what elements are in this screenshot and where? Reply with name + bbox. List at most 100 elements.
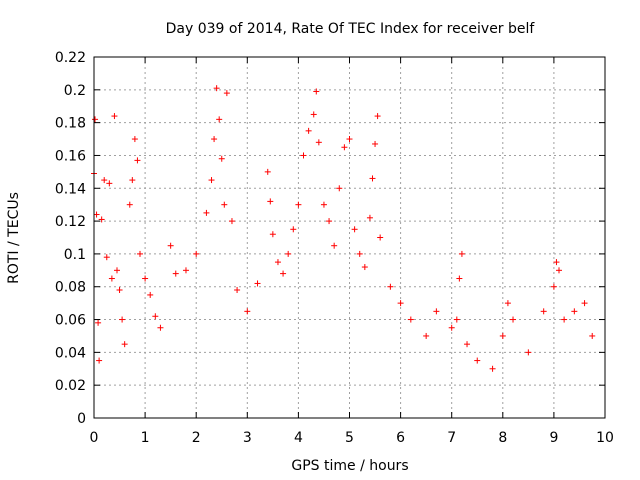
data-point: [131, 136, 138, 143]
data-point: [211, 136, 218, 143]
data-point: [116, 287, 123, 294]
data-point: [369, 175, 376, 182]
x-tick-label: 7: [447, 430, 456, 446]
y-tick-label: 0.2: [64, 83, 86, 99]
points-layer: [91, 85, 596, 372]
data-point: [553, 259, 560, 266]
data-point: [346, 136, 353, 143]
data-point: [93, 211, 100, 218]
data-point: [341, 144, 348, 151]
data-point: [458, 250, 465, 257]
data-point: [550, 283, 557, 290]
x-tick-label: 6: [396, 430, 405, 446]
data-point: [208, 177, 215, 184]
data-point: [142, 275, 149, 282]
x-axis-label: GPS time / hours: [291, 458, 408, 474]
data-point: [556, 267, 563, 274]
x-tick-label: 10: [596, 430, 614, 446]
x-tick-label: 5: [345, 430, 354, 446]
data-point: [589, 332, 596, 339]
data-point: [407, 316, 414, 323]
y-tick-label: 0.14: [55, 181, 86, 197]
data-point: [96, 357, 103, 364]
data-point: [313, 88, 320, 95]
data-point: [300, 152, 307, 159]
data-point: [167, 242, 174, 249]
data-point: [581, 300, 588, 307]
data-point: [234, 287, 241, 294]
data-point: [152, 313, 159, 320]
data-point: [295, 201, 302, 208]
x-tick-label: 4: [294, 430, 303, 446]
data-point: [213, 85, 220, 92]
data-point: [448, 324, 455, 331]
data-point: [561, 316, 568, 323]
data-point: [351, 226, 358, 233]
data-point: [366, 214, 373, 221]
data-point: [119, 316, 126, 323]
data-point: [254, 280, 261, 287]
data-point: [356, 250, 363, 257]
data-point: [464, 341, 471, 348]
data-point: [106, 180, 113, 187]
data-point: [504, 300, 511, 307]
x-tick-label: 0: [90, 430, 99, 446]
data-point: [269, 231, 276, 238]
data-point: [218, 155, 225, 162]
y-tick-label: 0.04: [55, 345, 86, 361]
data-point: [136, 250, 143, 257]
data-point: [377, 234, 384, 241]
data-point: [126, 201, 133, 208]
data-point: [397, 300, 404, 307]
data-point: [489, 365, 496, 372]
x-tick-label: 9: [549, 430, 558, 446]
data-point: [320, 201, 327, 208]
y-axis-label: ROTI / TECUs: [6, 192, 22, 284]
data-point: [372, 140, 379, 147]
grid-layer: [94, 57, 605, 418]
data-point: [101, 177, 108, 184]
data-point: [244, 308, 251, 315]
y-tick-label: 0.16: [55, 148, 86, 164]
data-point: [113, 267, 120, 274]
data-point: [216, 116, 223, 123]
data-point: [525, 349, 532, 356]
chart-title: Day 039 of 2014, Rate Of TEC Index for r…: [166, 21, 536, 37]
data-point: [290, 226, 297, 233]
y-tick-label: 0.1: [64, 247, 86, 263]
y-tick-label: 0.02: [55, 378, 86, 394]
data-point: [108, 275, 115, 282]
data-point: [374, 113, 381, 120]
data-point: [423, 332, 430, 339]
y-tick-label: 0.18: [55, 116, 86, 132]
data-point: [361, 264, 368, 271]
data-point: [182, 267, 189, 274]
data-point: [203, 209, 210, 216]
data-point: [315, 139, 322, 146]
data-point: [510, 316, 517, 323]
data-point: [134, 157, 141, 164]
data-point: [193, 250, 200, 257]
data-point: [474, 357, 481, 364]
data-point: [172, 270, 179, 277]
data-point: [95, 319, 102, 326]
data-point: [310, 111, 317, 118]
data-point: [540, 308, 547, 315]
x-tick-label: 8: [498, 430, 507, 446]
y-tick-label: 0.06: [55, 313, 86, 329]
ticks-layer: [93, 56, 606, 419]
data-point: [305, 127, 312, 134]
data-point: [285, 250, 292, 257]
data-point: [499, 332, 506, 339]
data-point: [228, 218, 235, 225]
data-point: [274, 259, 281, 266]
data-point: [92, 116, 99, 123]
x-tick-label: 3: [243, 430, 252, 446]
data-point: [264, 168, 271, 175]
data-point: [121, 341, 128, 348]
data-point: [336, 185, 343, 192]
y-tick-label: 0.12: [55, 214, 86, 230]
data-point: [157, 324, 164, 331]
data-point: [331, 242, 338, 249]
